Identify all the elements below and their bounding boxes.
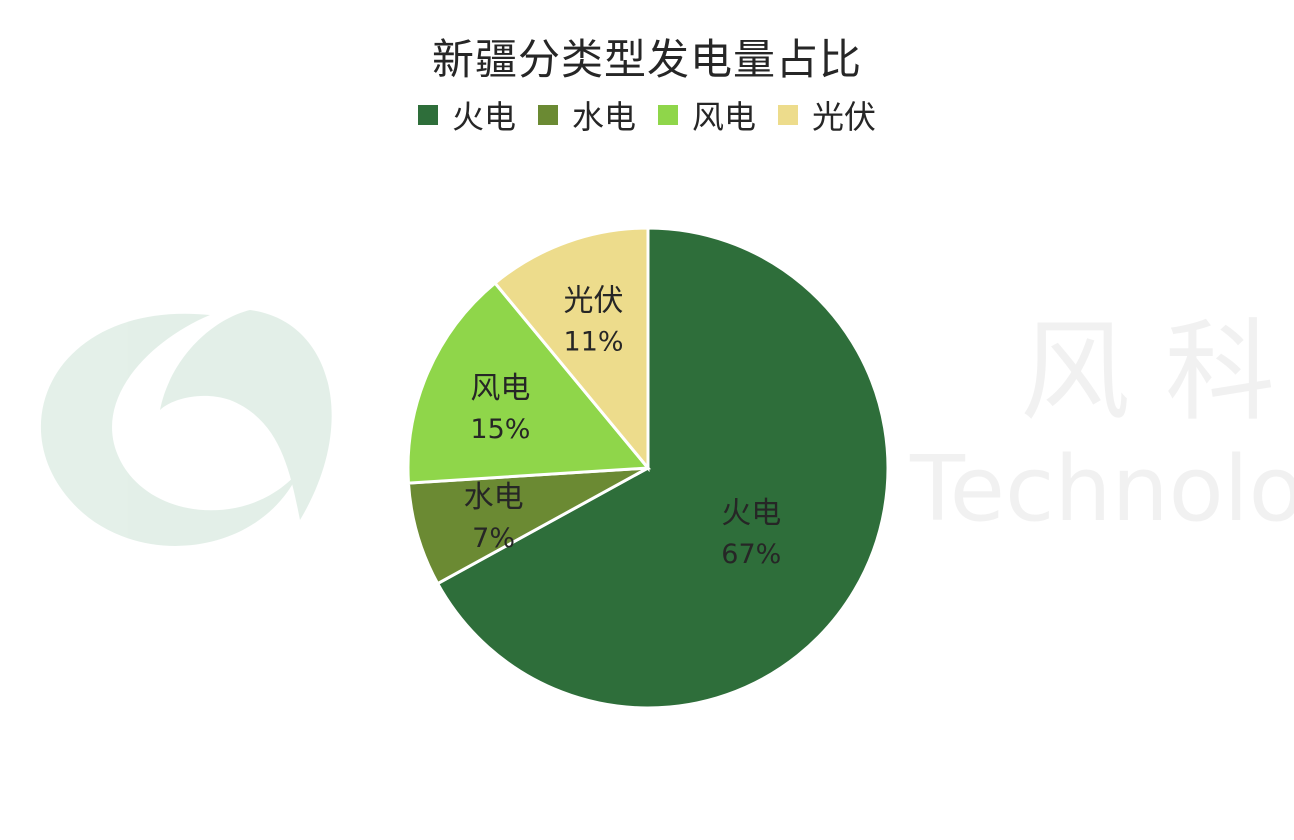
slice-category-label: 风电 <box>470 371 530 406</box>
slice-category-label: 水电 <box>464 480 524 515</box>
legend-label: 光伏 <box>812 98 877 136</box>
legend-swatch <box>537 105 558 125</box>
pie-slice-4 <box>492 226 650 473</box>
legend-label: 风电 <box>692 98 757 136</box>
legend-swatch <box>658 105 678 125</box>
legend-label: 水电 <box>571 98 636 136</box>
legend-label: 火电 <box>451 98 516 136</box>
watermark-en-text: Technology <box>909 437 1294 542</box>
legend-item: 火电 <box>417 92 516 138</box>
watermark-cn-text: 风 科 技 <box>1020 308 1294 436</box>
legend-item: 光伏 <box>778 92 876 138</box>
pie-slice-1 <box>435 226 890 710</box>
slice-category-label: 光伏 <box>564 284 624 319</box>
slice-value-label: 67% <box>721 539 781 570</box>
pie-slice-3 <box>406 280 652 485</box>
legend-swatch <box>778 105 799 125</box>
legend-item: 水电 <box>537 92 636 138</box>
slice-value-label: 7% <box>472 523 515 554</box>
pie-labels: 火电 67% 水电 7% 风电 15% 光伏 11% <box>464 284 782 570</box>
watermark-logo <box>40 310 332 546</box>
slice-category-label: 火电 <box>721 496 781 531</box>
slice-value-label: 15% <box>470 414 530 445</box>
chart-title: 新疆分类型发电量占比 <box>431 35 862 84</box>
slice-value-label: 11% <box>564 327 624 358</box>
legend-swatch <box>417 105 438 125</box>
chart-legend: 火电 水电 风电 光伏 <box>0 92 1294 138</box>
pie-slices <box>406 226 890 710</box>
pie-slice-2 <box>406 466 649 586</box>
legend-item: 风电 <box>658 92 756 138</box>
